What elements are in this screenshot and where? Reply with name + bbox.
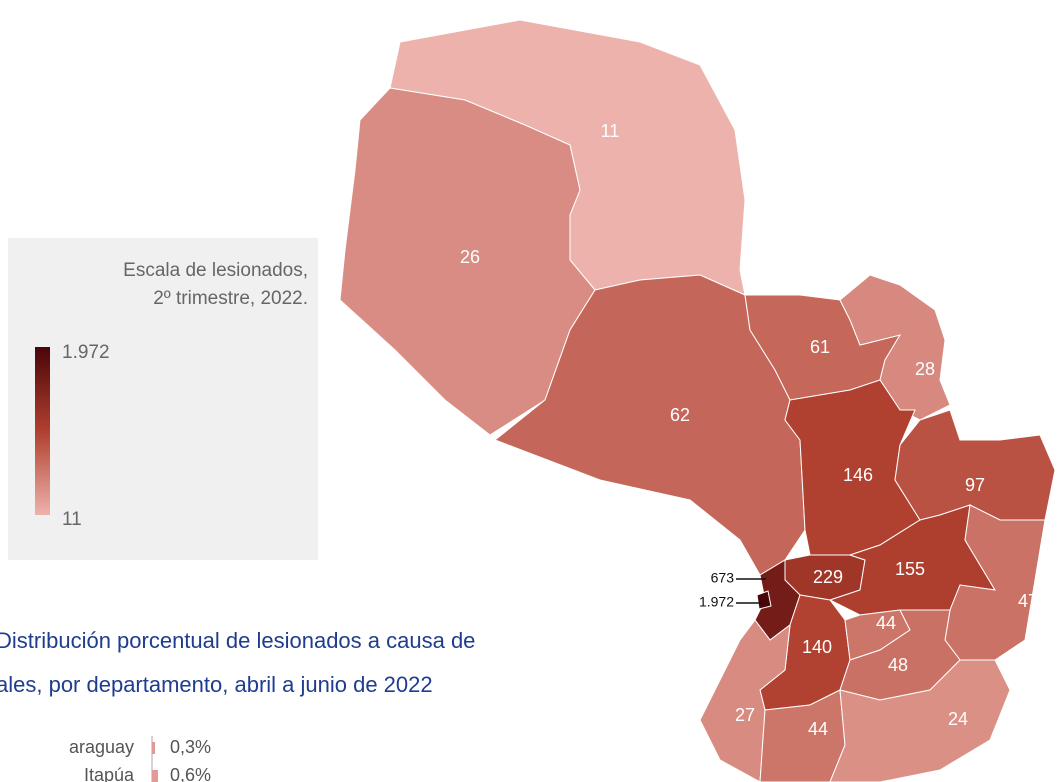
- title: ales, por departamento, abril a junio de…: [0, 672, 433, 697]
- region-label: 28: [915, 359, 935, 379]
- region: [894, 409, 1056, 521]
- region-label: 47: [1018, 591, 1038, 611]
- row-bar: [152, 742, 155, 754]
- row-name: Itapúa: [84, 765, 135, 782]
- row-bar: [152, 770, 158, 782]
- title: Distribución porcentual de lesionados a …: [0, 628, 475, 653]
- region-label: 673: [711, 570, 735, 586]
- region: [829, 659, 1011, 782]
- region-label: 62: [670, 405, 690, 425]
- region-label: 61: [810, 337, 830, 357]
- legend-max: 1.972: [62, 342, 110, 363]
- region-label: 140: [802, 637, 832, 657]
- region-label: 1.972: [699, 594, 734, 610]
- region-label: 155: [895, 559, 925, 579]
- region-label: 11: [601, 121, 620, 141]
- legend-box: [8, 238, 318, 560]
- region-label: 146: [843, 465, 873, 485]
- legend-title: Escala de lesionados,: [123, 260, 308, 281]
- legend-title: 2º trimestre, 2022.: [153, 288, 308, 309]
- region-label: 27: [735, 705, 755, 725]
- region-label: 48: [888, 655, 908, 675]
- region-label: 26: [460, 247, 480, 267]
- row-value: 0,3%: [170, 737, 211, 757]
- region-label: 97: [965, 475, 985, 495]
- row-value: 0,6%: [170, 765, 211, 782]
- region: [756, 590, 772, 610]
- legend-min: 11: [62, 509, 82, 530]
- row-name: araguay: [69, 737, 134, 757]
- region-label: 44: [876, 613, 896, 633]
- region-label: 24: [948, 709, 968, 729]
- region-label: 229: [813, 567, 843, 587]
- region-label: 44: [808, 719, 828, 739]
- legend-bar: [35, 347, 50, 515]
